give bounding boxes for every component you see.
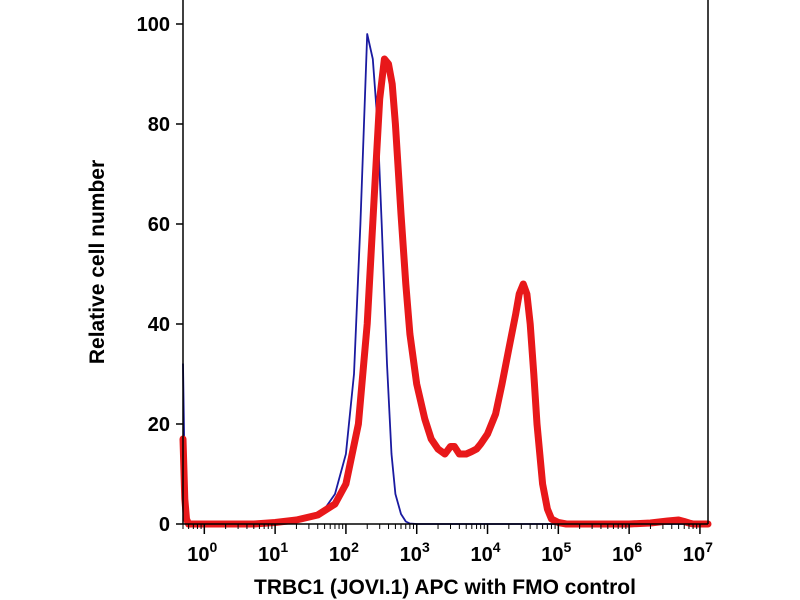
y-axis-title: Relative cell number <box>86 160 109 364</box>
y-tick-label: 80 <box>148 114 170 136</box>
axes <box>182 0 709 525</box>
y-tick-label: 40 <box>148 314 170 336</box>
histogram-series-2 <box>179 55 712 528</box>
y-tick-label: 60 <box>148 214 170 236</box>
y-tick-label: 100 <box>137 14 170 36</box>
x-tick-label: 101 <box>258 539 288 566</box>
plot-area <box>179 33 712 528</box>
y-tick-label: 0 <box>159 514 170 536</box>
y-tick-label: 20 <box>148 414 170 436</box>
x-tick-label: 106 <box>612 539 642 566</box>
x-tick-label: 107 <box>683 539 713 566</box>
tick-marks: 0 20 40 60 80 100 100 101 102 103 104 105 106 107 <box>137 14 714 566</box>
x-tick-label: 100 <box>187 539 217 566</box>
x-axis-title: TRBC1 (JOVI.1) APC with FMO control <box>254 576 636 599</box>
y-axis-label-group: Relative cell number <box>86 160 109 364</box>
x-tick-label: 103 <box>400 539 430 566</box>
x-tick-label: 104 <box>471 539 501 566</box>
x-tick-label: 102 <box>329 539 359 566</box>
x-tick-label: 105 <box>541 539 571 566</box>
